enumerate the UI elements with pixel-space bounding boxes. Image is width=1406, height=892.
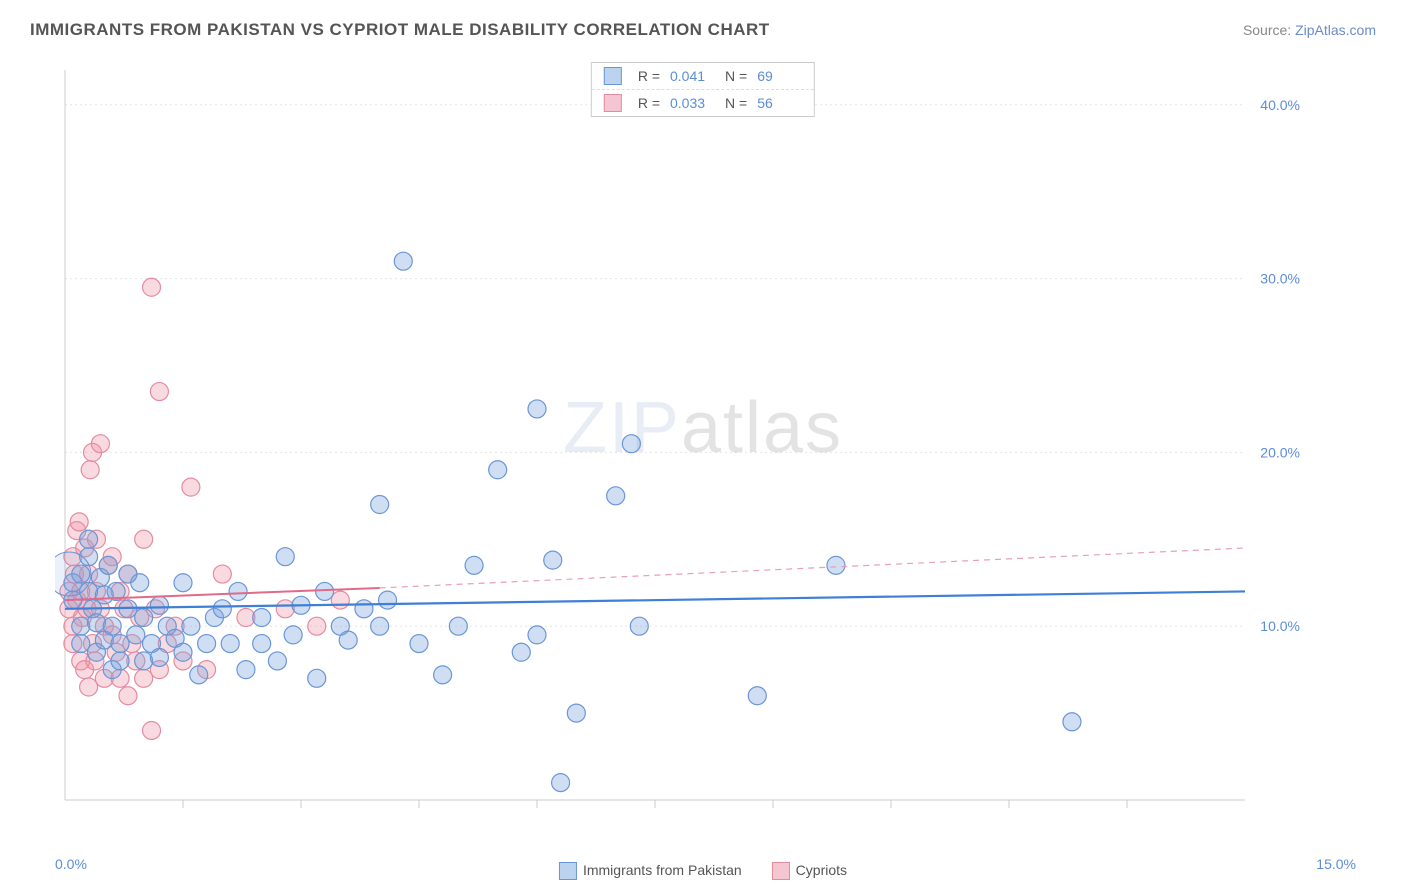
scatter-point	[434, 666, 452, 684]
scatter-chart-svg: 10.0% 20.0% 30.0% 40.0%	[55, 60, 1305, 820]
scatter-point	[371, 496, 389, 514]
scatter-point	[355, 600, 373, 618]
scatter-point	[111, 652, 129, 670]
chart-title: IMMIGRANTS FROM PAKISTAN VS CYPRIOT MALE…	[30, 20, 770, 40]
scatter-point	[80, 678, 98, 696]
scatter-point	[622, 435, 640, 453]
scatter-point	[308, 669, 326, 687]
scatter-point	[339, 631, 357, 649]
scatter-point	[127, 626, 145, 644]
scatter-point	[237, 661, 255, 679]
scatter-point	[221, 635, 239, 653]
scatter-point	[316, 582, 334, 600]
scatter-point	[229, 582, 247, 600]
scatter-point	[213, 600, 231, 618]
scatter-point	[111, 635, 129, 653]
scatter-point	[91, 435, 109, 453]
scatter-point	[394, 252, 412, 270]
scatter-point	[72, 617, 90, 635]
scatter-point	[87, 614, 105, 632]
scatter-point	[135, 669, 153, 687]
scatter-point	[544, 551, 562, 569]
scatter-point	[70, 513, 88, 531]
scatter-point	[103, 617, 121, 635]
scatter-point	[449, 617, 467, 635]
chart-source: Source: ZipAtlas.com	[1243, 22, 1376, 38]
stats-legend-row: R =0.041N =69	[592, 63, 814, 89]
scatter-point	[465, 556, 483, 574]
scatter-point	[331, 591, 349, 609]
scatter-point	[371, 617, 389, 635]
legend-swatch-icon	[559, 862, 577, 880]
scatter-point	[182, 478, 200, 496]
scatter-point	[253, 609, 271, 627]
scatter-point	[99, 556, 117, 574]
scatter-point	[567, 704, 585, 722]
scatter-point	[213, 565, 231, 583]
scatter-point	[80, 530, 98, 548]
chart-header: IMMIGRANTS FROM PAKISTAN VS CYPRIOT MALE…	[0, 0, 1406, 50]
scatter-point	[182, 617, 200, 635]
legend-swatch-icon	[772, 862, 790, 880]
scatter-point	[284, 626, 302, 644]
scatter-point	[72, 635, 90, 653]
legend-swatch-icon	[604, 94, 622, 112]
scatter-point	[119, 687, 137, 705]
scatter-point	[198, 635, 216, 653]
legend-swatch-icon	[604, 67, 622, 85]
x-axis-min-label: 0.0%	[55, 856, 87, 872]
stats-legend-row: R =0.033N =56	[592, 89, 814, 116]
scatter-point	[253, 635, 271, 653]
series-legend: Immigrants from Pakistan Cypriots	[559, 862, 847, 880]
scatter-point	[528, 626, 546, 644]
scatter-point	[630, 617, 648, 635]
scatter-point	[174, 643, 192, 661]
scatter-point	[276, 548, 294, 566]
svg-text:30.0%: 30.0%	[1260, 271, 1300, 287]
scatter-point	[150, 596, 168, 614]
scatter-point	[512, 643, 530, 661]
svg-text:40.0%: 40.0%	[1260, 97, 1300, 113]
scatter-point	[827, 556, 845, 574]
source-link[interactable]: ZipAtlas.com	[1295, 22, 1376, 38]
scatter-point	[748, 687, 766, 705]
scatter-point	[1063, 713, 1081, 731]
scatter-point	[131, 574, 149, 592]
scatter-point	[410, 635, 428, 653]
scatter-point	[552, 774, 570, 792]
scatter-point	[607, 487, 625, 505]
chart-plot-area: 10.0% 20.0% 30.0% 40.0%	[55, 60, 1361, 842]
scatter-point	[276, 600, 294, 618]
scatter-point	[379, 591, 397, 609]
scatter-point	[135, 609, 153, 627]
x-axis-max-label: 15.0%	[1316, 856, 1356, 872]
scatter-point	[143, 721, 161, 739]
svg-text:10.0%: 10.0%	[1260, 618, 1300, 634]
scatter-point	[150, 648, 168, 666]
scatter-point	[150, 383, 168, 401]
scatter-point	[308, 617, 326, 635]
scatter-point	[190, 666, 208, 684]
scatter-point	[268, 652, 286, 670]
legend-item: Immigrants from Pakistan	[559, 862, 742, 880]
svg-text:20.0%: 20.0%	[1260, 444, 1300, 460]
stats-legend-box: R =0.041N =69R =0.033N =56	[591, 62, 815, 117]
scatter-point	[135, 652, 153, 670]
scatter-point	[174, 574, 192, 592]
scatter-point	[489, 461, 507, 479]
scatter-point	[528, 400, 546, 418]
legend-item: Cypriots	[772, 862, 847, 880]
scatter-point	[81, 461, 99, 479]
scatter-point	[135, 530, 153, 548]
scatter-point	[143, 278, 161, 296]
